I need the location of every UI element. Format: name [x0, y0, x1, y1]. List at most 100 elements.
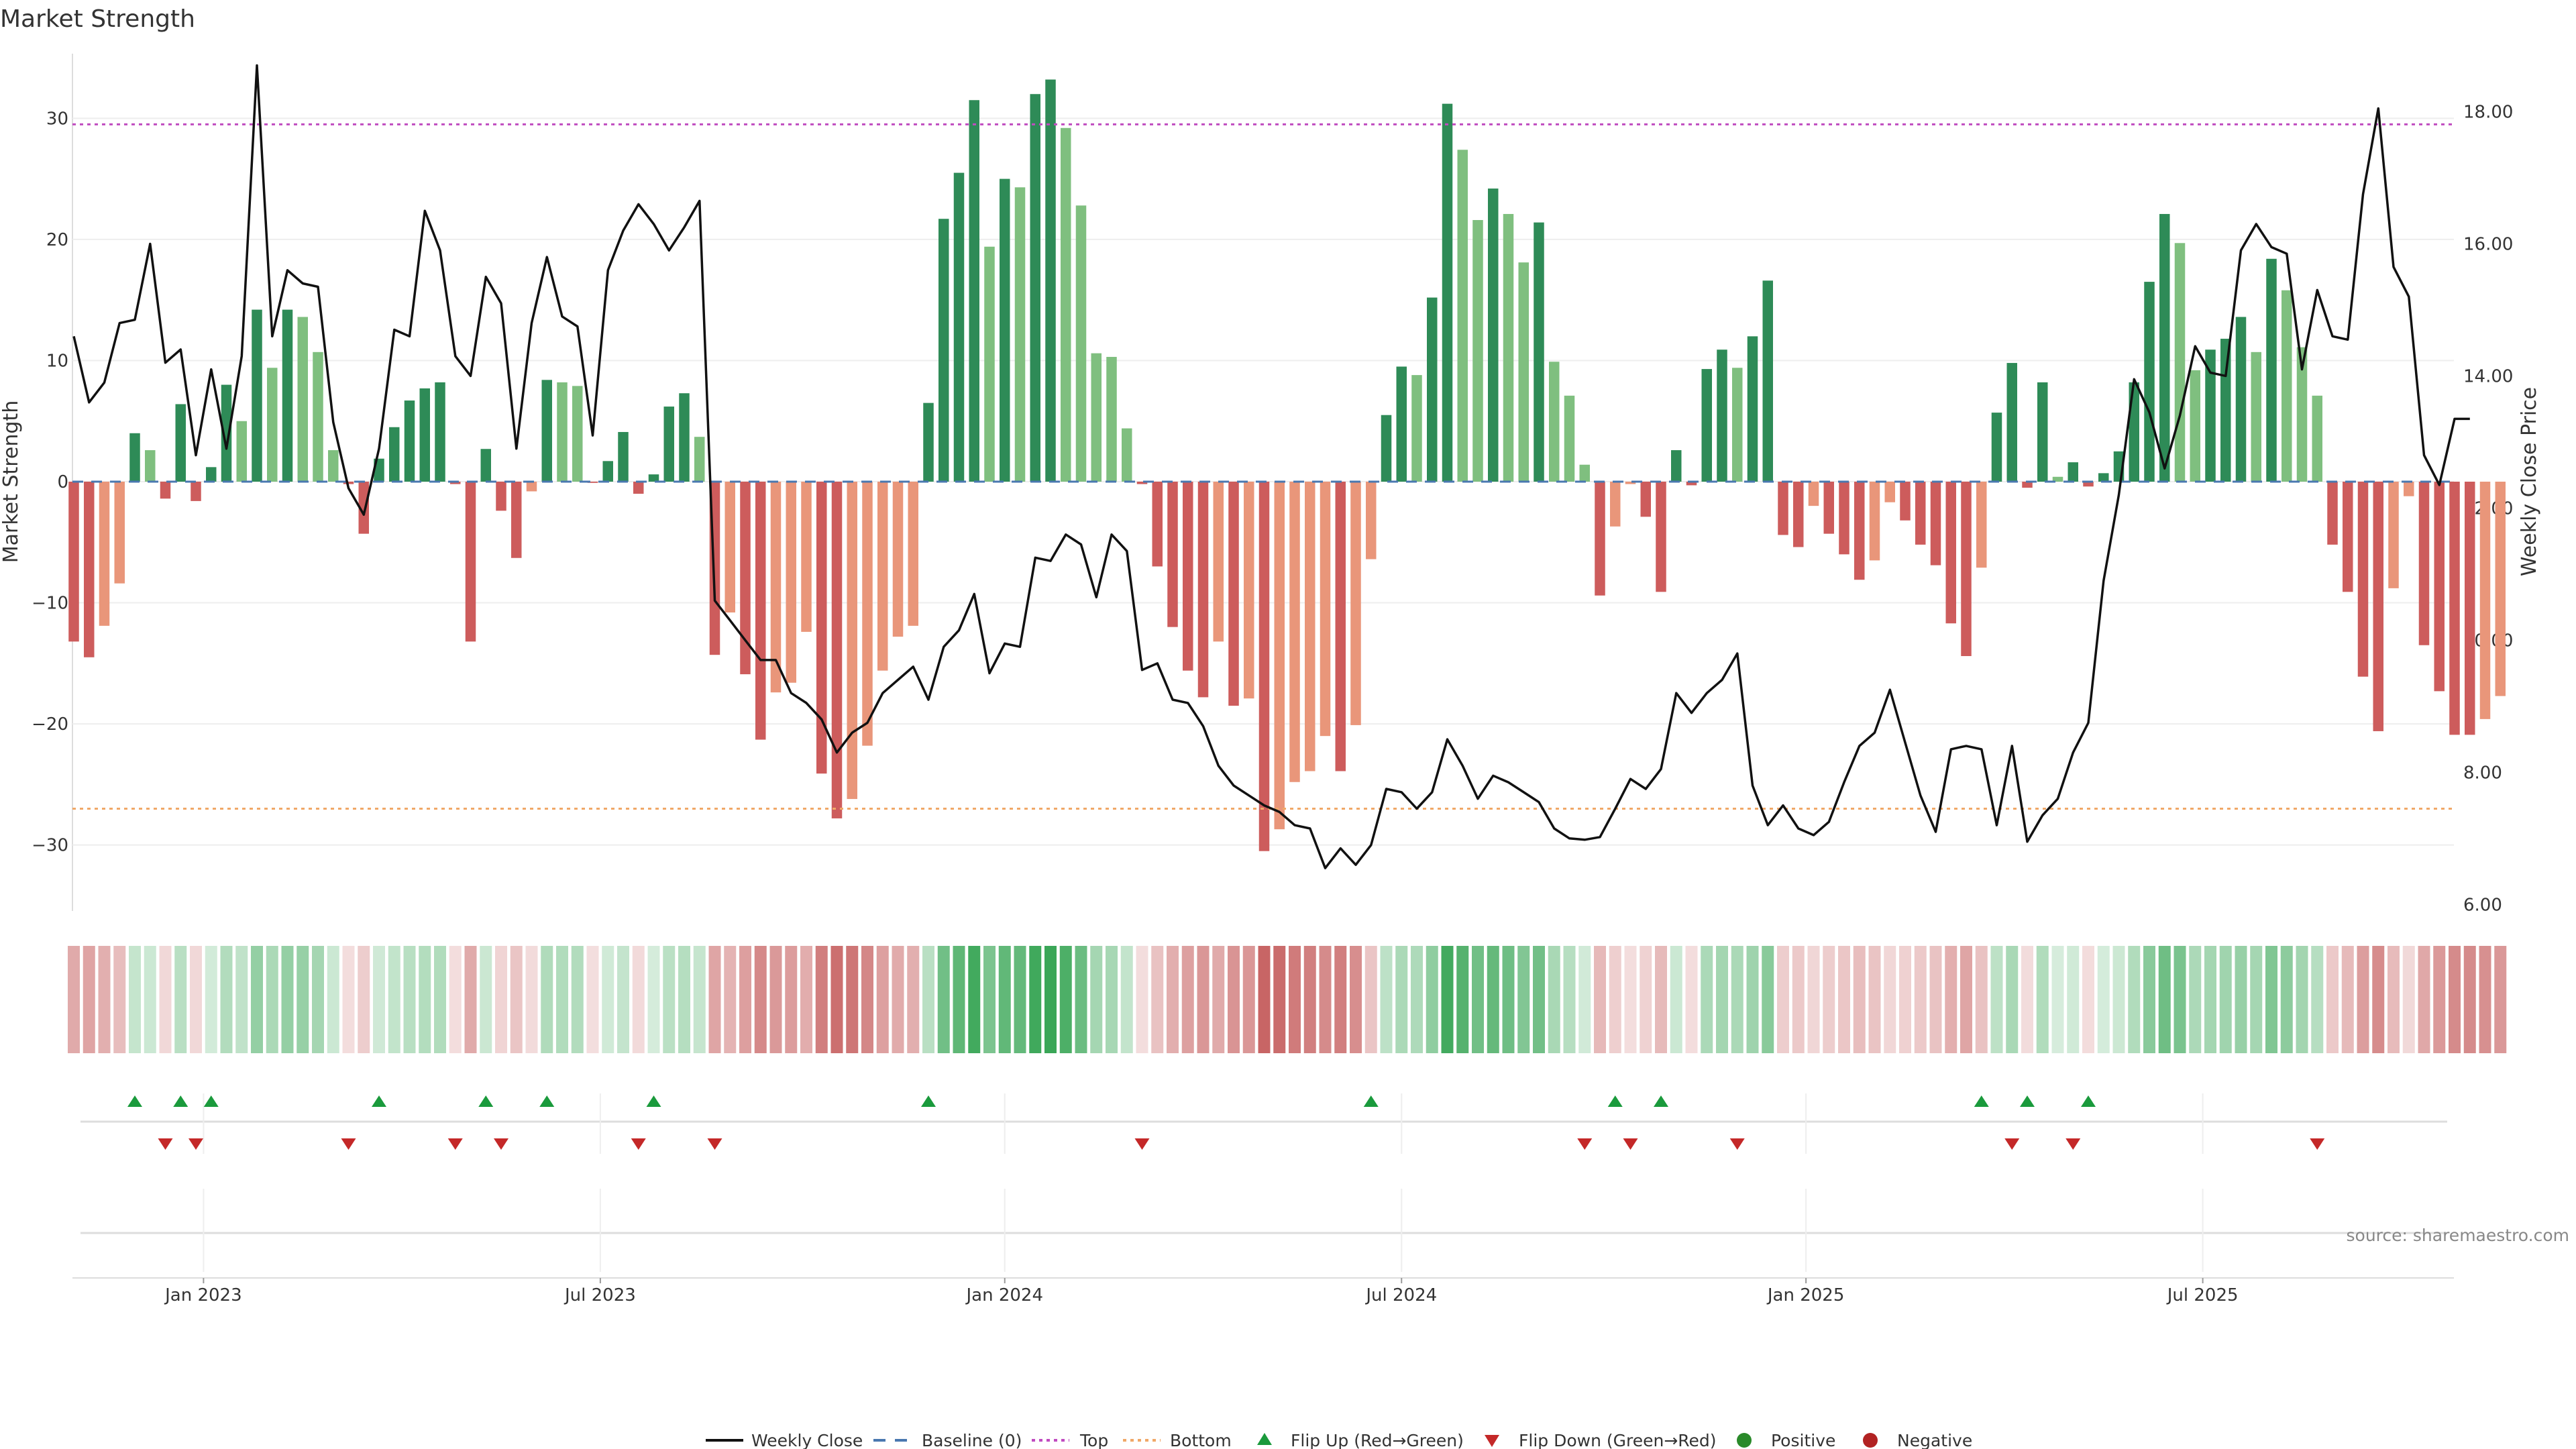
strength-bar — [1075, 205, 1087, 482]
strength-bar — [267, 368, 278, 482]
heatmap-cell — [602, 946, 614, 1053]
strength-bar — [99, 482, 110, 626]
heatmap-cell — [174, 946, 187, 1053]
strength-bar — [2282, 290, 2292, 482]
heatmap-cell — [846, 946, 859, 1053]
strength-bar — [1915, 482, 1926, 545]
strength-bar — [1427, 297, 1438, 482]
strength-bar — [1930, 482, 1941, 566]
heatmap-cell — [1380, 946, 1393, 1053]
heatmap-cell — [556, 946, 568, 1053]
strength-bar — [1274, 482, 1285, 830]
legend-flip-down: Flip Down (Green→Red) — [1519, 1431, 1717, 1449]
heatmap-cell — [1838, 946, 1850, 1053]
y2-tick-label: 16.00 — [2463, 234, 2513, 254]
strength-bar — [2083, 482, 2094, 487]
heatmap-cell — [342, 946, 355, 1053]
strength-bar — [557, 382, 568, 482]
strength-bar — [1014, 187, 1026, 482]
strength-bar — [435, 382, 445, 482]
heatmap-cell — [769, 946, 782, 1053]
strength-bar — [511, 482, 522, 558]
strength-bar — [1152, 482, 1163, 567]
strength-bar — [618, 431, 629, 482]
heatmap-cell — [2067, 946, 2080, 1053]
strength-bar — [953, 172, 965, 482]
heatmap-cell — [510, 946, 523, 1053]
strength-bar — [1961, 482, 1972, 656]
heatmap-cell — [1517, 946, 1530, 1053]
y2-tick-label: 18.00 — [2463, 102, 2513, 122]
flip-down-marker — [189, 1138, 203, 1150]
heatmap-cell — [1884, 946, 1896, 1053]
heatmap-cell — [1242, 946, 1255, 1053]
heatmap-cell — [861, 946, 873, 1053]
strength-bar — [2479, 482, 2491, 719]
y-tick-label: −20 — [32, 714, 68, 735]
strength-bar — [328, 450, 339, 482]
heatmap-cell — [464, 946, 477, 1053]
heatmap-cell — [1945, 946, 1957, 1053]
strength-bar — [1030, 94, 1040, 482]
heatmap-cell — [1990, 946, 2003, 1053]
heatmap-cell — [800, 946, 812, 1053]
heatmap-cell — [953, 946, 965, 1053]
strength-bar — [648, 474, 659, 482]
strength-bar — [1991, 413, 2002, 482]
strength-bar — [1701, 369, 1712, 482]
strength-bar — [2037, 382, 2048, 482]
heatmap-cell — [373, 946, 385, 1053]
strength-bar — [1534, 222, 1544, 482]
strength-bar — [1000, 178, 1010, 482]
heatmap-cell — [1059, 946, 1072, 1053]
strength-bar — [2343, 482, 2353, 592]
strength-bar — [1289, 482, 1300, 782]
heatmap-cell — [2128, 946, 2141, 1053]
strength-bar — [419, 388, 430, 482]
strength-bar — [2373, 482, 2383, 731]
heatmap-cell — [2387, 946, 2400, 1053]
heatmap-cell — [388, 946, 400, 1053]
x-tick-label: Jul 2024 — [1364, 1285, 1437, 1305]
strength-bar — [1976, 482, 1987, 568]
strength-bar — [1595, 482, 1605, 596]
strength-bar — [770, 482, 782, 693]
flip-up-marker — [1654, 1095, 1668, 1107]
heatmap-cell — [220, 946, 233, 1053]
strength-bar — [1396, 366, 1407, 482]
strength-bar — [160, 482, 171, 499]
flip-up-marker — [2081, 1095, 2096, 1107]
heatmap-cell — [1548, 946, 1560, 1053]
heatmap-cell — [281, 946, 294, 1053]
y-tick-label: 30 — [46, 109, 68, 129]
strength-bar — [877, 482, 888, 671]
strength-bar — [2098, 473, 2109, 482]
strength-bar — [2266, 258, 2277, 482]
x-tick-label: Jul 2023 — [564, 1285, 636, 1305]
heatmap-cell — [2418, 946, 2430, 1053]
flip-down-marker — [158, 1138, 173, 1150]
strength-bar — [694, 437, 705, 482]
heatmap-cell — [907, 946, 920, 1053]
heatmap-cell — [2112, 946, 2125, 1053]
strength-bar — [2434, 482, 2445, 692]
strength-bar — [541, 380, 552, 482]
heatmap-cell — [2021, 946, 2033, 1053]
heatmap-cell — [1853, 946, 1866, 1053]
strength-bar — [206, 467, 217, 482]
heatmap-cell — [1594, 946, 1606, 1053]
strength-bar — [526, 482, 537, 492]
strength-bar — [816, 482, 827, 774]
legend-positive: Positive — [1771, 1431, 1835, 1449]
heatmap-cell — [1533, 946, 1545, 1053]
heatmap-cell — [2174, 946, 2186, 1053]
source-note: source: sharemaestro.com — [2347, 1226, 2570, 1245]
flip-up-marker — [1974, 1095, 1989, 1107]
heatmap-cell — [1685, 946, 1698, 1053]
strength-bar — [663, 407, 674, 482]
heatmap-cell — [1746, 946, 1759, 1053]
strength-bar — [1091, 353, 1102, 482]
strength-bar — [1945, 482, 1956, 624]
strength-heatmap-strip — [68, 946, 2507, 1053]
strength-bar — [2296, 347, 2308, 482]
